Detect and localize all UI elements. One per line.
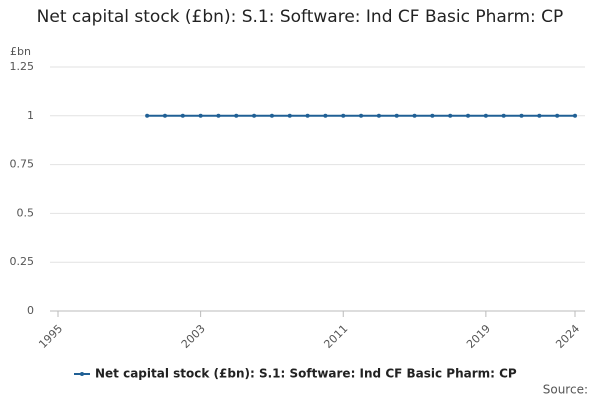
point — [341, 113, 346, 118]
x-tick-label: 2019 — [464, 322, 493, 351]
point — [305, 113, 310, 118]
point — [287, 113, 292, 118]
point — [555, 113, 560, 118]
point — [234, 113, 239, 118]
legend-label: Net capital stock (£bn): S.1: Software: … — [95, 367, 517, 381]
point — [537, 113, 542, 118]
y-tick-label: 0.5 — [17, 206, 35, 219]
point — [412, 113, 417, 118]
y-tick-label: 0.25 — [10, 255, 35, 268]
legend-point — [80, 372, 84, 376]
point — [483, 113, 488, 118]
point — [519, 113, 524, 118]
point — [323, 113, 328, 118]
point — [501, 113, 506, 118]
point — [394, 113, 399, 118]
x-tick-label: 1995 — [36, 322, 65, 351]
point — [430, 113, 435, 118]
y-tick-label: 1.25 — [10, 60, 35, 73]
point — [269, 113, 274, 118]
point — [145, 113, 150, 118]
source: Source: — [543, 383, 588, 397]
x-tick-label: 2011 — [321, 322, 350, 351]
point — [466, 113, 471, 118]
point — [376, 113, 381, 118]
point — [180, 113, 185, 118]
point — [252, 113, 257, 118]
point — [359, 113, 364, 118]
point — [448, 113, 453, 118]
point — [216, 113, 221, 118]
y-tick-label: 0 — [27, 304, 34, 317]
chart-title: Net capital stock (£bn): S.1: Software: … — [36, 7, 564, 27]
x-tick-label: 2024 — [553, 322, 582, 351]
y-unit: £bn — [10, 45, 31, 58]
point — [162, 113, 167, 118]
y-tick-label: 0.75 — [10, 158, 35, 171]
y-tick-label: 1 — [27, 109, 34, 122]
x-tick-label: 2003 — [179, 322, 208, 351]
point — [573, 113, 577, 118]
point — [198, 113, 203, 118]
